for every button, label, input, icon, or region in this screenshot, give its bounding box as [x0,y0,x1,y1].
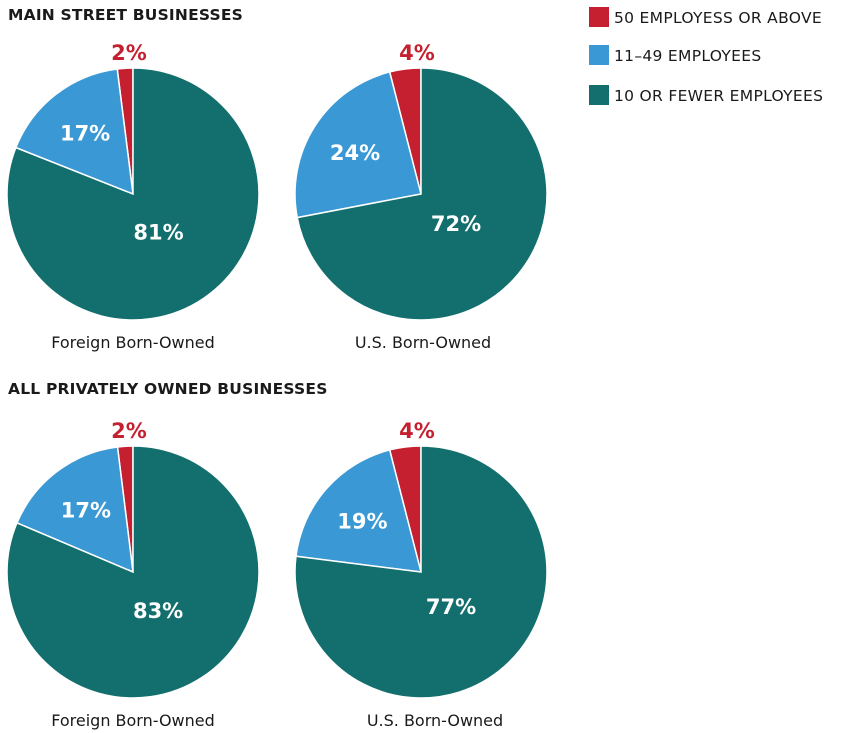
pie-slice-label-10-or-fewer: 81% [133,221,183,245]
section-title-all-private: ALL PRIVATELY OWNED BUSINESSES [8,380,328,398]
pie-slice-10-or-fewer [294,445,548,699]
pie-slice-label-50-plus: 2% [111,41,147,65]
pie-slice-11-49 [295,449,423,573]
legend: 50 EMPLOYESS OR ABOVE 11–49 EMPLOYEES 10… [589,7,823,105]
pie-caption-all-private-foreign-born: Foreign Born-Owned [51,711,215,730]
legend-label-50-plus: 50 EMPLOYESS OR ABOVE [614,9,822,27]
legend-label-11-49: 11–49 EMPLOYEES [614,47,761,65]
pie-slice-11-49 [294,71,422,219]
legend-item-10-or-fewer: 10 OR FEWER EMPLOYEES [589,85,823,105]
legend-swatch-10-or-fewer [589,85,609,105]
pie-slice-11-49 [15,446,134,574]
pie-caption-main-street-foreign-born: Foreign Born-Owned [51,333,215,352]
pie-slice-11-49 [14,68,134,196]
pie-slice-10-or-fewer [296,67,548,321]
pie-main-street-foreign-born: 2% 17% 81% [6,41,260,321]
pie-slice-label-11-49: 19% [337,509,387,533]
pie-slice-10-or-fewer [6,67,260,321]
pie-slice-10-or-fewer [6,445,260,699]
pie-slice-label-10-or-fewer: 72% [431,212,481,236]
legend-swatch-11-49 [589,45,609,65]
pie-caption-main-street-us-born: U.S. Born-Owned [355,333,491,352]
pie-slice-label-11-49: 17% [61,499,111,523]
pie-all-private-us-born: 4% 19% 77% [294,419,548,699]
legend-swatch-50-plus [589,7,609,27]
pie-slice-label-10-or-fewer: 83% [133,599,183,623]
pie-slice-label-11-49: 17% [60,121,110,145]
pie-slice-label-50-plus: 4% [399,419,435,443]
pie-slice-label-11-49: 24% [330,141,380,165]
pie-all-private-foreign-born: 2% 17% 83% [6,419,260,699]
pie-main-street-us-born: 4% 24% 72% [294,41,548,321]
legend-label-10-or-fewer: 10 OR FEWER EMPLOYEES [614,87,823,105]
pie-slice-label-10-or-fewer: 77% [426,595,476,619]
pie-slice-label-50-plus: 4% [399,41,435,65]
pie-caption-all-private-us-born: U.S. Born-Owned [367,711,503,730]
legend-item-11-49: 11–49 EMPLOYEES [589,45,761,65]
pie-slice-label-50-plus: 2% [111,419,147,443]
legend-item-50-plus: 50 EMPLOYESS OR ABOVE [589,7,822,27]
section-title-main-street: MAIN STREET BUSINESSES [8,6,243,24]
